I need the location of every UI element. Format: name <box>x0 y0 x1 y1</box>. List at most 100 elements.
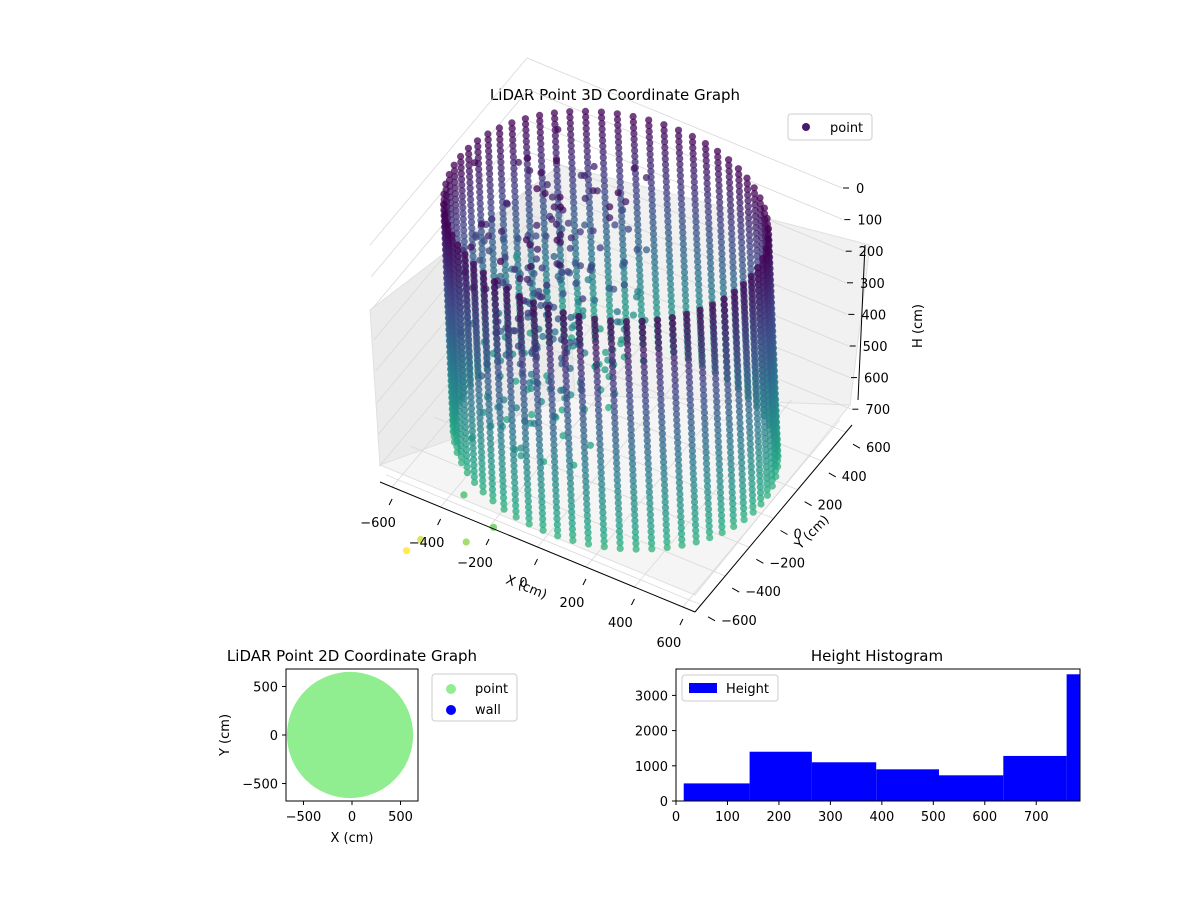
scatter-point <box>718 517 726 525</box>
scatter-point <box>475 397 483 405</box>
scatter-point <box>542 287 551 295</box>
scatter-point <box>579 295 587 303</box>
scatter-point <box>689 464 697 472</box>
scatter-point <box>737 453 746 461</box>
scatter-point <box>722 352 731 360</box>
scatter-point <box>520 389 528 397</box>
scatter-point <box>760 289 768 297</box>
scatter-point <box>731 294 739 302</box>
scatter-point <box>551 458 559 466</box>
scatter-point <box>633 246 641 254</box>
scatter-point <box>756 472 764 480</box>
scatter-point <box>477 431 485 439</box>
scatter-point <box>503 291 511 299</box>
scatter-point <box>503 302 511 311</box>
scatter-point <box>500 494 508 502</box>
scatter-point <box>725 420 734 428</box>
scatter-point <box>751 212 760 220</box>
x-tick <box>679 618 684 626</box>
scatter-point <box>561 349 569 357</box>
scatter-point <box>763 486 771 494</box>
scatter-point <box>593 378 601 386</box>
scatter-point <box>462 429 470 437</box>
scatter-point <box>587 250 596 258</box>
scatter-point <box>684 333 692 341</box>
scatter-point <box>729 252 737 260</box>
scatter-point <box>644 448 652 456</box>
scatter-point <box>688 430 696 438</box>
scatter-point <box>459 378 468 386</box>
scatter-point <box>763 474 771 482</box>
scatter-point <box>692 229 701 237</box>
scatter-point <box>665 234 673 243</box>
scatter-point <box>743 366 751 374</box>
outlier-point <box>460 491 468 499</box>
scatter-point <box>499 209 507 217</box>
scatter-point <box>655 356 663 364</box>
scatter-point <box>499 482 507 490</box>
scatter-point <box>567 130 575 139</box>
scatter-point <box>735 391 743 399</box>
histogram-bar <box>683 783 750 801</box>
scatter-point <box>671 388 680 396</box>
scatter-point <box>679 234 687 242</box>
scatter-point <box>714 159 722 167</box>
scatter-point <box>686 384 694 392</box>
scatter-point <box>501 253 509 261</box>
scatter-point <box>504 320 512 328</box>
scatter-point <box>457 315 465 323</box>
scatter-point <box>511 187 519 195</box>
scatter-point <box>729 517 738 525</box>
scatter-point <box>550 452 559 460</box>
scatter-point <box>566 339 574 347</box>
grid-line <box>682 419 841 608</box>
scatter-point <box>691 521 700 529</box>
scatter-point <box>631 147 639 155</box>
scatter-point <box>512 513 520 521</box>
scatter-point <box>581 466 589 474</box>
frame-histogram <box>675 668 1081 802</box>
scatter-point <box>488 485 497 493</box>
scatter-point <box>743 360 751 368</box>
scatter-point <box>517 315 525 323</box>
scatter-point <box>482 326 490 334</box>
scatter-point <box>572 250 580 258</box>
scatter-point <box>684 356 693 364</box>
scatter-point <box>750 329 758 337</box>
scatter-point <box>625 374 633 383</box>
scatter-point <box>642 408 650 416</box>
scatter-point <box>765 408 773 416</box>
scatter-point <box>473 340 481 348</box>
scatter-point <box>511 204 520 212</box>
scatter-point <box>708 287 716 295</box>
scatter-point <box>765 397 773 405</box>
legend-2d-marker-wall <box>446 705 456 715</box>
scatter-point <box>624 363 633 371</box>
scatter-point <box>746 434 754 442</box>
scatter-point <box>748 295 756 303</box>
scatter-point <box>526 167 534 175</box>
scatter-point <box>622 309 630 317</box>
scatter-point <box>760 283 768 291</box>
x-axis-3d-line <box>379 481 696 613</box>
scatter-point <box>497 164 505 172</box>
legend-histogram-swatch <box>689 683 717 693</box>
scatter-point <box>492 312 500 320</box>
scatter-point <box>661 138 669 146</box>
scatter-point <box>611 221 619 229</box>
scatter-point <box>536 123 544 131</box>
scatter-point <box>648 539 656 547</box>
scatter-point <box>767 442 775 450</box>
scatter-point <box>463 296 471 304</box>
scatter-point <box>540 225 549 233</box>
scatter-point <box>462 268 470 276</box>
scatter-point <box>451 184 459 192</box>
scatter-point <box>736 425 744 433</box>
scatter-point <box>650 236 658 244</box>
scatter-point <box>576 228 584 236</box>
scatter-point <box>524 497 532 505</box>
z-tick-label: 300 <box>860 277 885 292</box>
scatter-point <box>532 367 541 375</box>
scatter-point <box>750 335 758 343</box>
scatter-point <box>750 184 758 192</box>
